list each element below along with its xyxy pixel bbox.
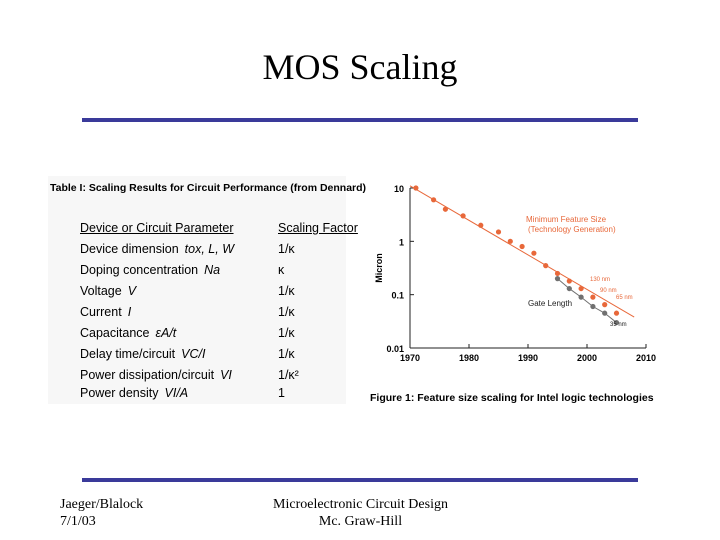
header-parameter: Device or Circuit Parameter: [80, 221, 234, 235]
x-tick-label: 1980: [459, 353, 479, 363]
row-factor: 1/κ²: [278, 368, 299, 382]
y-tick-label: 1: [399, 237, 404, 247]
node-annotation: 90 nm: [600, 288, 617, 294]
y-tick-label: 10: [394, 184, 404, 194]
row-parameter: Device dimension: [80, 242, 179, 256]
row-factor: 1/κ: [278, 284, 295, 298]
node-annotation: 35 nm: [610, 322, 627, 328]
table-header-row: Device or Circuit Parameter Scaling Fact…: [80, 221, 358, 241]
data-point: [442, 206, 448, 212]
data-point: [431, 197, 437, 203]
data-point: [460, 213, 466, 219]
x-tick-label: 1970: [400, 353, 420, 363]
footer-book: Microelectronic Circuit Design Mc. Graw-…: [268, 496, 453, 530]
y-tick-label: 0.1: [391, 291, 404, 301]
table-row: Current I 1/κ: [80, 305, 345, 325]
row-symbol: εA/t: [155, 326, 177, 340]
data-point: [554, 276, 561, 282]
row-parameter: Power dissipation/circuit: [80, 368, 215, 382]
footer-authors: Jaeger/Blalock: [60, 497, 144, 512]
series-label-feature-size: Minimum Feature Size: [526, 215, 607, 224]
row-parameter: Voltage: [80, 284, 122, 298]
title-divider: [82, 118, 638, 122]
header-scaling-factor: Scaling Factor: [278, 221, 358, 235]
table-row: Delay time/circuit VC/I 1/κ: [80, 347, 345, 367]
footer-divider: [82, 478, 638, 482]
row-parameter: Capacitance: [80, 326, 150, 340]
data-point: [519, 243, 525, 250]
y-axis-label: Micron: [374, 253, 384, 283]
data-point: [413, 185, 419, 191]
row-symbol: VI: [220, 368, 232, 382]
trend-line: [409, 185, 635, 318]
data-point: [602, 310, 608, 316]
data-point: [590, 294, 596, 300]
x-tick-label: 1990: [518, 353, 538, 363]
data-point: [613, 319, 620, 326]
data-point: [578, 294, 584, 300]
node-annotation: 130 nm: [590, 277, 610, 283]
data-point: [478, 222, 484, 228]
data-point: [543, 263, 549, 269]
footer-publisher: Mc. Graw-Hill: [318, 514, 403, 529]
row-symbol: tox, L, W: [184, 242, 234, 256]
table-row: Voltage V 1/κ: [80, 284, 345, 304]
row-parameter: Delay time/circuit: [80, 347, 176, 361]
footer-book-title: Microelectronic Circuit Design: [273, 497, 448, 512]
node-annotation: 65 nm: [616, 295, 633, 301]
x-tick-label: 2010: [636, 353, 656, 363]
row-parameter: Doping concentration: [80, 263, 199, 277]
data-point: [578, 285, 584, 292]
data-point: [554, 270, 561, 277]
row-symbol: I: [127, 305, 132, 319]
row-factor: κ: [278, 263, 285, 277]
row-factor: 1/κ: [278, 305, 295, 319]
data-point: [507, 238, 513, 244]
table-row: Doping concentration Na κ: [80, 263, 345, 283]
data-point: [495, 229, 502, 235]
table-row: Power dissipation/circuit VI 1/κ²: [80, 368, 345, 388]
table-row: Power density VI/A 1: [80, 386, 345, 406]
series-label-technology-generation: (Technology Generation): [528, 225, 616, 234]
table-row: Device dimension tox, L, W 1/κ: [80, 242, 345, 262]
table-row: Capacitance εA/t 1/κ: [80, 326, 345, 346]
data-point: [602, 302, 608, 308]
row-symbol: VI/A: [164, 386, 189, 400]
data-point: [613, 310, 620, 316]
row-symbol: V: [127, 284, 137, 298]
data-point: [566, 278, 572, 284]
y-tick-label: 0.01: [386, 344, 404, 354]
row-factor: 1/κ: [278, 242, 295, 256]
row-parameter: Power density: [80, 386, 159, 400]
row-factor: 1/κ: [278, 326, 295, 340]
feature-size-chart: 10 1 0.1 0.01 1970 1980 1990 2000 2010 Micron Mini…: [368, 178, 656, 408]
table-caption: Table I: Scaling Results for Circuit Per…: [50, 182, 367, 194]
data-point: [590, 303, 596, 310]
footer-author: Jaeger/Blalock 7/1/03: [60, 496, 143, 530]
scaling-table: Table I: Scaling Results for Circuit Per…: [48, 176, 366, 406]
slide-title: MOS Scaling: [262, 47, 458, 87]
row-parameter: Current: [80, 305, 122, 319]
x-tick-label: 2000: [577, 353, 597, 363]
data-point: [566, 285, 572, 292]
row-factor: 1/κ: [278, 347, 295, 361]
footer-date: 7/1/03: [60, 514, 96, 529]
series-label-gate-length: Gate Length: [528, 299, 572, 308]
figure-caption: Figure 1: Feature size scaling for Intel…: [370, 392, 654, 404]
data-point: [531, 250, 537, 256]
row-symbol: VC/I: [181, 347, 206, 361]
row-symbol: Na: [204, 263, 221, 277]
row-factor: 1: [278, 386, 285, 400]
